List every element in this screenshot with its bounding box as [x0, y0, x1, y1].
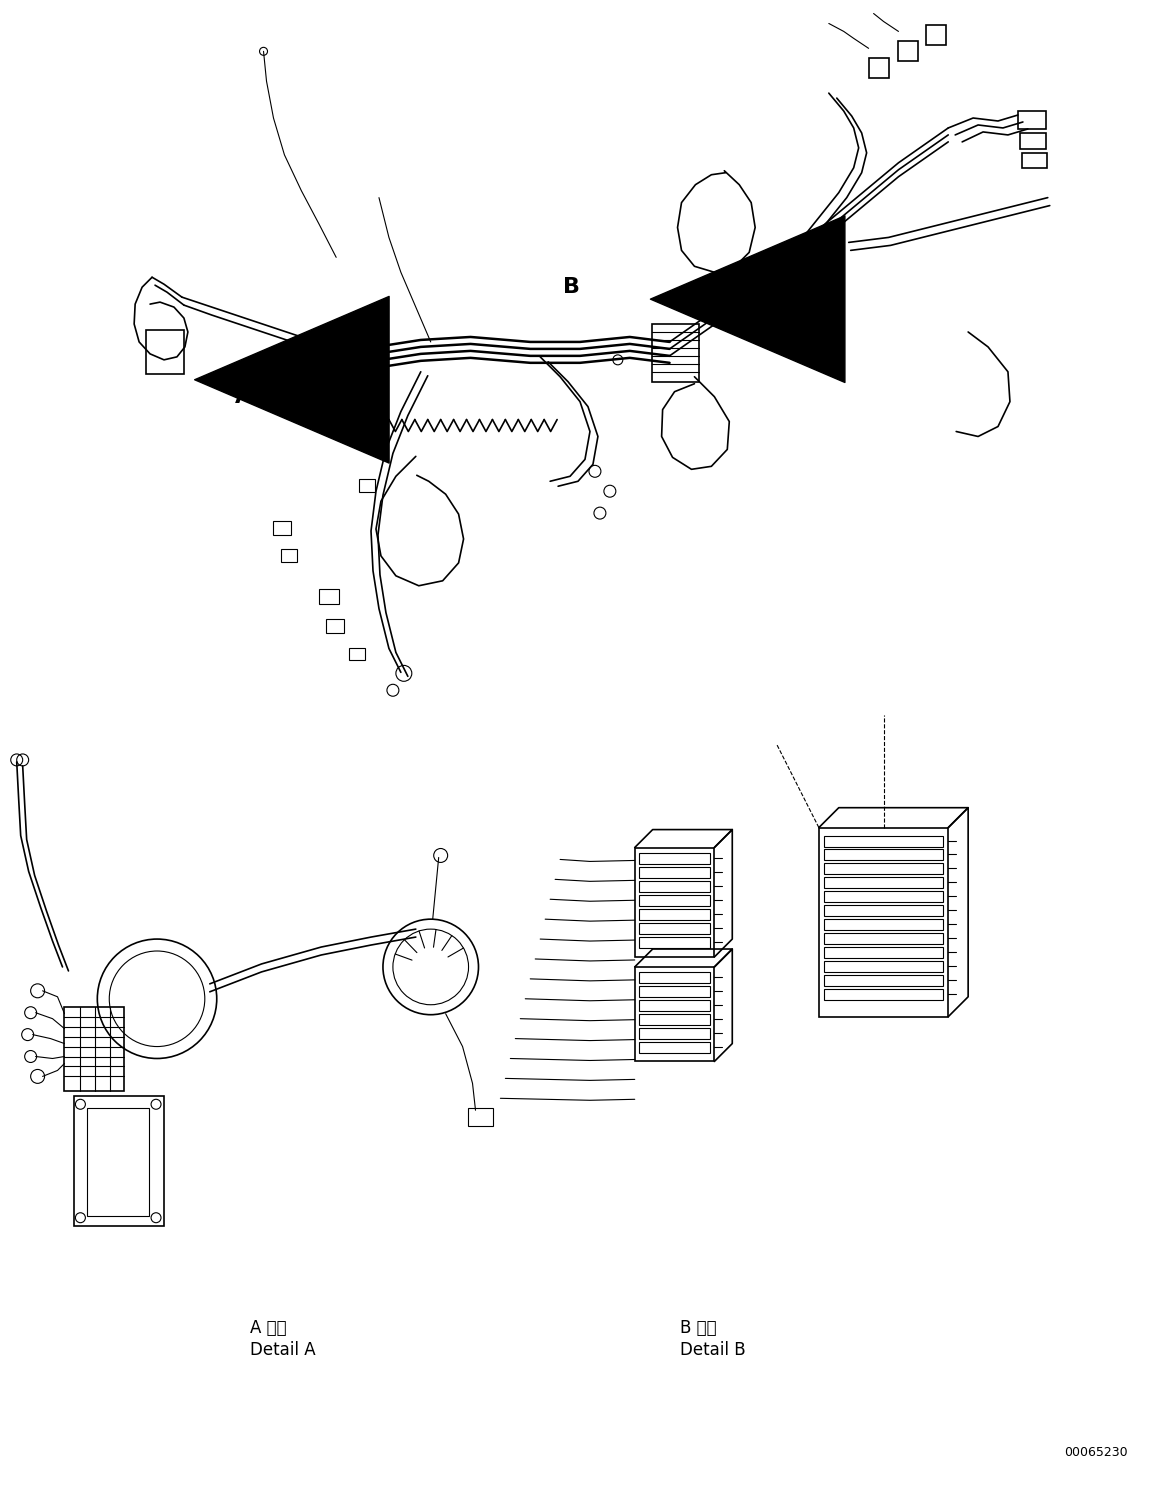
Bar — [823, 863, 943, 875]
Bar — [638, 1042, 711, 1052]
Text: A: A — [235, 387, 252, 406]
Bar — [359, 479, 374, 493]
Bar — [320, 589, 340, 604]
Bar — [273, 521, 292, 536]
Bar — [819, 827, 948, 1016]
Bar — [635, 848, 714, 957]
Bar — [74, 1097, 164, 1226]
Text: B 詳細: B 詳細 — [679, 1320, 716, 1338]
Bar — [281, 549, 298, 562]
Bar — [638, 868, 711, 878]
Bar — [638, 1013, 711, 1025]
Bar — [638, 923, 711, 934]
Bar — [823, 946, 943, 958]
Bar — [823, 836, 943, 847]
Bar — [638, 1000, 711, 1010]
Bar — [638, 854, 711, 865]
Text: Detail B: Detail B — [679, 1341, 745, 1359]
Bar — [823, 961, 943, 972]
Bar — [823, 933, 943, 943]
Text: Detail A: Detail A — [250, 1341, 315, 1359]
Bar — [327, 619, 344, 632]
Bar — [638, 896, 711, 906]
Bar — [823, 975, 943, 987]
Bar — [638, 972, 711, 984]
Bar — [823, 990, 943, 1000]
Bar — [1020, 132, 1046, 149]
Bar — [1022, 153, 1047, 168]
Bar — [638, 881, 711, 893]
Bar — [468, 1109, 493, 1126]
Text: A 詳細: A 詳細 — [250, 1320, 286, 1338]
Bar — [1018, 112, 1046, 129]
Bar — [899, 42, 919, 61]
Bar — [927, 25, 947, 45]
Bar — [87, 1109, 149, 1216]
Bar — [823, 878, 943, 888]
Bar — [651, 324, 699, 382]
Bar — [638, 1028, 711, 1039]
Bar — [823, 920, 943, 930]
Bar — [638, 909, 711, 920]
Bar — [638, 937, 711, 948]
Bar — [635, 967, 714, 1061]
Bar — [823, 905, 943, 917]
Bar — [349, 649, 365, 661]
Bar — [869, 58, 889, 79]
Text: B: B — [563, 277, 580, 298]
Bar — [823, 891, 943, 902]
Bar — [823, 850, 943, 860]
Bar — [638, 987, 711, 997]
Text: 00065230: 00065230 — [1064, 1445, 1127, 1458]
Bar — [64, 1007, 124, 1091]
Bar — [147, 330, 184, 373]
